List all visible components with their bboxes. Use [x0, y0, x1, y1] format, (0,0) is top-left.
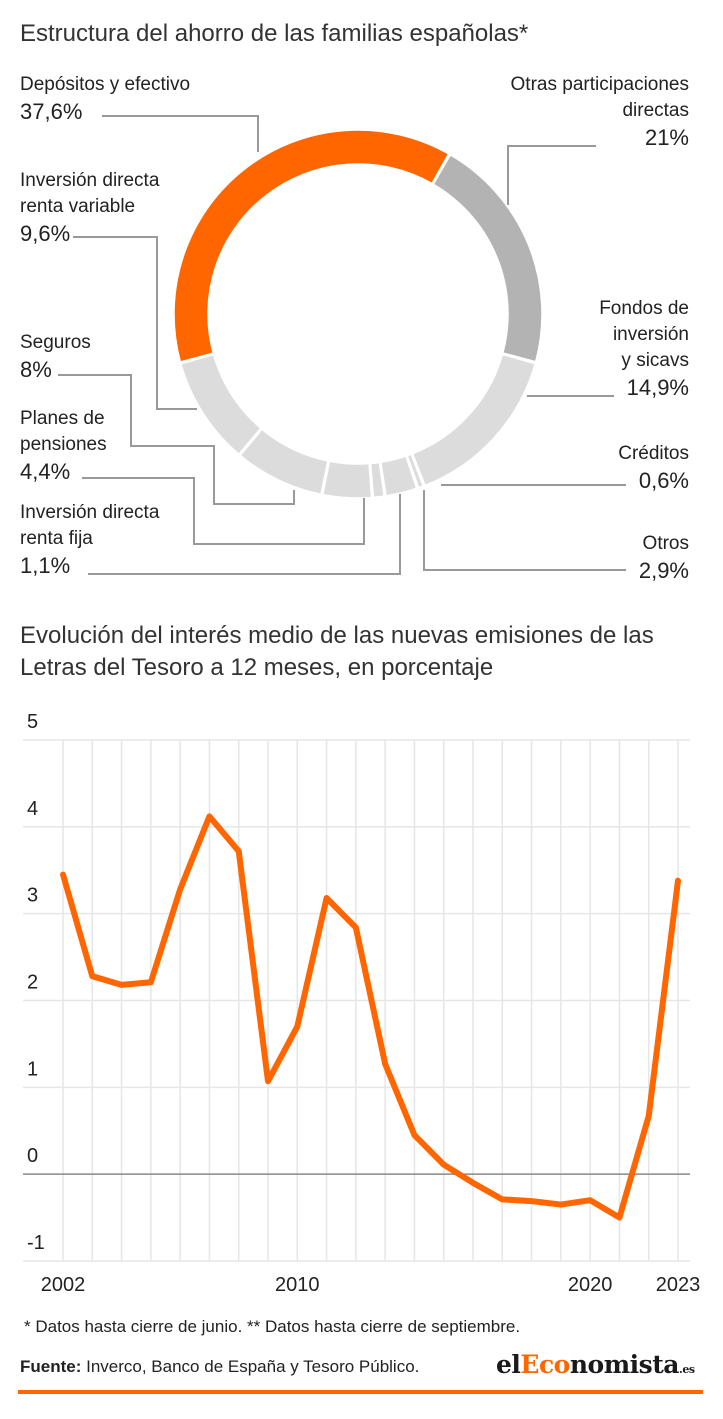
label-seguros-name: Seguros — [20, 332, 91, 353]
line-chart: 5 4 3 2 1 0 -1 2002 2010 2020 2023 — [23, 711, 701, 1296]
label-depositos: Depósitos y efectivo 37,6% — [20, 72, 190, 126]
y-tick-label: 2 — [27, 972, 38, 994]
data-point — [266, 1079, 270, 1083]
donut-chart — [58, 115, 626, 575]
label-renta-variable-pct: 9,6% — [20, 221, 71, 246]
donut-segment-2 — [411, 353, 537, 487]
label-otros: Otros 2,9% — [639, 531, 689, 585]
x-tick-label: 2002 — [41, 1274, 86, 1296]
donut-segment-0 — [173, 129, 450, 363]
x-tick-label: 2010 — [275, 1274, 320, 1296]
brand-nomista: nomista — [569, 1350, 680, 1379]
label-depositos-name: Depósitos y efectivo — [20, 74, 191, 95]
y-tick-label: 3 — [27, 885, 38, 907]
label-otras-name1: Otras participaciones — [510, 74, 689, 95]
data-point — [354, 926, 358, 930]
label-renta-fija-pct: 1,1% — [20, 553, 71, 578]
label-planes: Planes de pensiones 4,4% — [20, 406, 107, 486]
label-seguros-pct: 8% — [20, 357, 52, 382]
source-note: Fuente: Inverco, Banco de España y Tesor… — [20, 1357, 419, 1377]
label-creditos-name: Créditos — [618, 443, 689, 464]
leader-line-renta-variable — [73, 236, 197, 410]
bottom-accent-bar — [18, 1390, 703, 1394]
data-point — [676, 879, 680, 883]
brand-el: el — [496, 1350, 521, 1379]
brand-es: .es — [678, 1363, 695, 1376]
source-label: Fuente: — [20, 1357, 82, 1376]
label-fondos-name3: y sicavs — [621, 350, 689, 371]
donut-segment-5 — [369, 461, 386, 499]
data-point — [61, 873, 65, 877]
label-fondos-pct: 14,9% — [626, 375, 689, 400]
y-tick-label: -1 — [27, 1232, 45, 1254]
label-renta-fija: Inversión directa renta fija 1,1% — [20, 500, 159, 580]
y-tick-label: 4 — [27, 798, 38, 820]
footnote: * Datos hasta cierre de junio. ** Datos … — [24, 1317, 521, 1336]
label-otras-pct: 21% — [644, 125, 689, 150]
leader-line-otros — [423, 490, 626, 571]
label-otras-name2: directas — [622, 100, 689, 121]
brand-logo: elEconomista.es — [496, 1350, 695, 1379]
x-tick-label: 2023 — [656, 1274, 701, 1296]
leader-line-seguros — [58, 374, 295, 505]
line-chart-title: Evolución del interés medio de las nueva… — [20, 622, 654, 681]
donut-segment-8 — [179, 353, 262, 456]
y-tick-label: 5 — [27, 711, 38, 733]
label-renta-variable-name2: renta variable — [20, 196, 136, 217]
donut-segment-7 — [239, 428, 329, 496]
label-fondos-name2: inversión — [612, 324, 689, 345]
data-point — [383, 1062, 387, 1066]
data-point — [588, 1198, 592, 1202]
label-otras: Otras participaciones directas 21% — [511, 72, 689, 152]
label-otros-pct: 2,9% — [638, 558, 689, 583]
label-renta-variable: Inversión directa renta variable 9,6% — [20, 168, 159, 248]
label-planes-name1: Planes de — [20, 408, 105, 429]
label-fondos: Fondos de inversión y sicavs 14,9% — [599, 296, 689, 402]
label-seguros: Seguros 8% — [20, 330, 91, 384]
leader-line-otras — [507, 145, 596, 205]
donut-chart-title: Estructura del ahorro de las familias es… — [20, 20, 529, 47]
data-point — [412, 1133, 416, 1137]
label-planes-pct: 4,4% — [20, 459, 71, 484]
label-creditos-pct: 0,6% — [638, 468, 689, 493]
label-renta-fija-name2: renta fija — [20, 528, 93, 549]
leader-line-planes — [82, 477, 365, 545]
label-renta-variable-name1: Inversión directa — [20, 170, 160, 191]
donut-segment-1 — [432, 153, 543, 363]
data-point — [647, 1114, 651, 1118]
data-point — [500, 1197, 504, 1201]
label-fondos-name1: Fondos de — [599, 298, 689, 319]
data-point — [120, 983, 124, 987]
brand-eco: Eco — [520, 1350, 570, 1379]
label-creditos: Créditos 0,6% — [618, 441, 689, 495]
y-tick-label: 1 — [27, 1058, 38, 1080]
data-point — [149, 980, 153, 984]
label-depositos-pct: 37,6% — [20, 99, 83, 124]
data-point — [178, 887, 182, 891]
data-point — [325, 896, 329, 900]
data-point — [90, 974, 94, 978]
leader-line-renta-fija — [88, 494, 401, 575]
label-renta-fija-name1: Inversión directa — [20, 502, 160, 523]
y-tick-label: 0 — [27, 1145, 38, 1167]
leader-line-depositos — [102, 115, 259, 152]
donut-segment-6 — [322, 460, 373, 499]
data-point — [442, 1163, 446, 1167]
label-otros-name: Otros — [642, 533, 689, 554]
donut-segment-4 — [380, 455, 418, 497]
data-point — [530, 1199, 534, 1203]
data-point — [471, 1181, 475, 1185]
label-planes-name2: pensiones — [20, 434, 107, 455]
data-point — [237, 849, 241, 853]
series-line — [60, 813, 681, 1221]
data-point — [207, 814, 211, 818]
data-point — [295, 1025, 299, 1029]
data-point — [617, 1216, 621, 1220]
donut-segment-3 — [406, 453, 425, 489]
data-point — [559, 1203, 563, 1207]
x-tick-label: 2020 — [568, 1274, 613, 1296]
source-text: Inverco, Banco de España y Tesoro Públic… — [81, 1357, 420, 1376]
